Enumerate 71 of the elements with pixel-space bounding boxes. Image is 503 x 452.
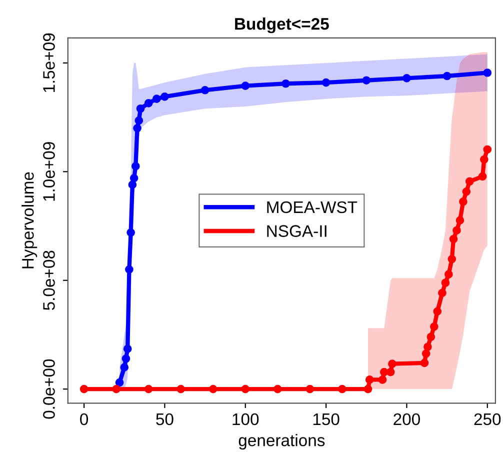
point bbox=[152, 94, 161, 104]
y-tick-label: 1.0e+09 bbox=[43, 142, 55, 201]
point bbox=[462, 187, 471, 196]
x-tick-label: 0 bbox=[80, 413, 88, 426]
point bbox=[241, 82, 250, 90]
x-tick-label: 200 bbox=[394, 413, 420, 426]
point bbox=[125, 265, 134, 274]
point bbox=[465, 177, 474, 186]
point bbox=[362, 76, 371, 85]
point bbox=[364, 384, 372, 394]
x-tick-label: 150 bbox=[313, 413, 340, 426]
y-tick-label: 0.0e+00 bbox=[43, 359, 55, 419]
point bbox=[282, 79, 290, 88]
point bbox=[422, 349, 430, 358]
point bbox=[483, 68, 492, 77]
point bbox=[144, 384, 153, 394]
point bbox=[378, 376, 387, 384]
point bbox=[386, 368, 395, 376]
point bbox=[483, 145, 492, 154]
point bbox=[444, 270, 453, 278]
point bbox=[273, 384, 282, 394]
point bbox=[241, 384, 250, 394]
point bbox=[441, 278, 450, 287]
x-tick-label: 50 bbox=[156, 413, 174, 426]
point bbox=[176, 384, 186, 394]
point bbox=[420, 358, 429, 368]
point bbox=[123, 344, 132, 354]
point bbox=[130, 174, 138, 182]
point bbox=[134, 116, 144, 125]
point bbox=[442, 72, 452, 80]
point bbox=[448, 254, 456, 264]
point bbox=[478, 172, 487, 181]
point bbox=[365, 376, 374, 384]
point bbox=[338, 384, 346, 394]
point bbox=[402, 74, 411, 82]
point bbox=[136, 104, 145, 113]
point bbox=[456, 216, 464, 225]
legend-label: NSGA-II bbox=[267, 225, 326, 237]
point bbox=[452, 226, 461, 235]
y-tick-label: 1.5e+09 bbox=[43, 33, 55, 92]
point bbox=[128, 180, 137, 189]
chart-title: Budget<=25 bbox=[235, 18, 329, 34]
x-axis-title: generations bbox=[238, 434, 325, 450]
y-tick-label: 5.0e+08 bbox=[43, 250, 55, 310]
point bbox=[133, 124, 142, 132]
point bbox=[132, 162, 140, 170]
point bbox=[388, 360, 396, 368]
point bbox=[306, 384, 314, 394]
point bbox=[160, 92, 169, 101]
point bbox=[144, 99, 153, 108]
point bbox=[424, 342, 432, 352]
point bbox=[200, 86, 210, 94]
point bbox=[438, 288, 446, 298]
point bbox=[433, 307, 442, 316]
legend-label: MOEA-WST bbox=[267, 201, 358, 214]
x-tick-label: 250 bbox=[474, 413, 501, 426]
point bbox=[449, 234, 458, 244]
point bbox=[430, 322, 438, 331]
point bbox=[80, 384, 88, 394]
point bbox=[426, 332, 436, 342]
point bbox=[112, 384, 120, 394]
y-axis-title: Hypervolume bbox=[22, 172, 38, 268]
point bbox=[208, 384, 218, 394]
point bbox=[480, 155, 488, 164]
point bbox=[459, 197, 468, 206]
point bbox=[115, 378, 124, 387]
point bbox=[122, 354, 130, 363]
point bbox=[120, 363, 129, 372]
point bbox=[126, 228, 135, 237]
x-tick-label: 100 bbox=[232, 413, 259, 426]
point bbox=[322, 78, 330, 87]
